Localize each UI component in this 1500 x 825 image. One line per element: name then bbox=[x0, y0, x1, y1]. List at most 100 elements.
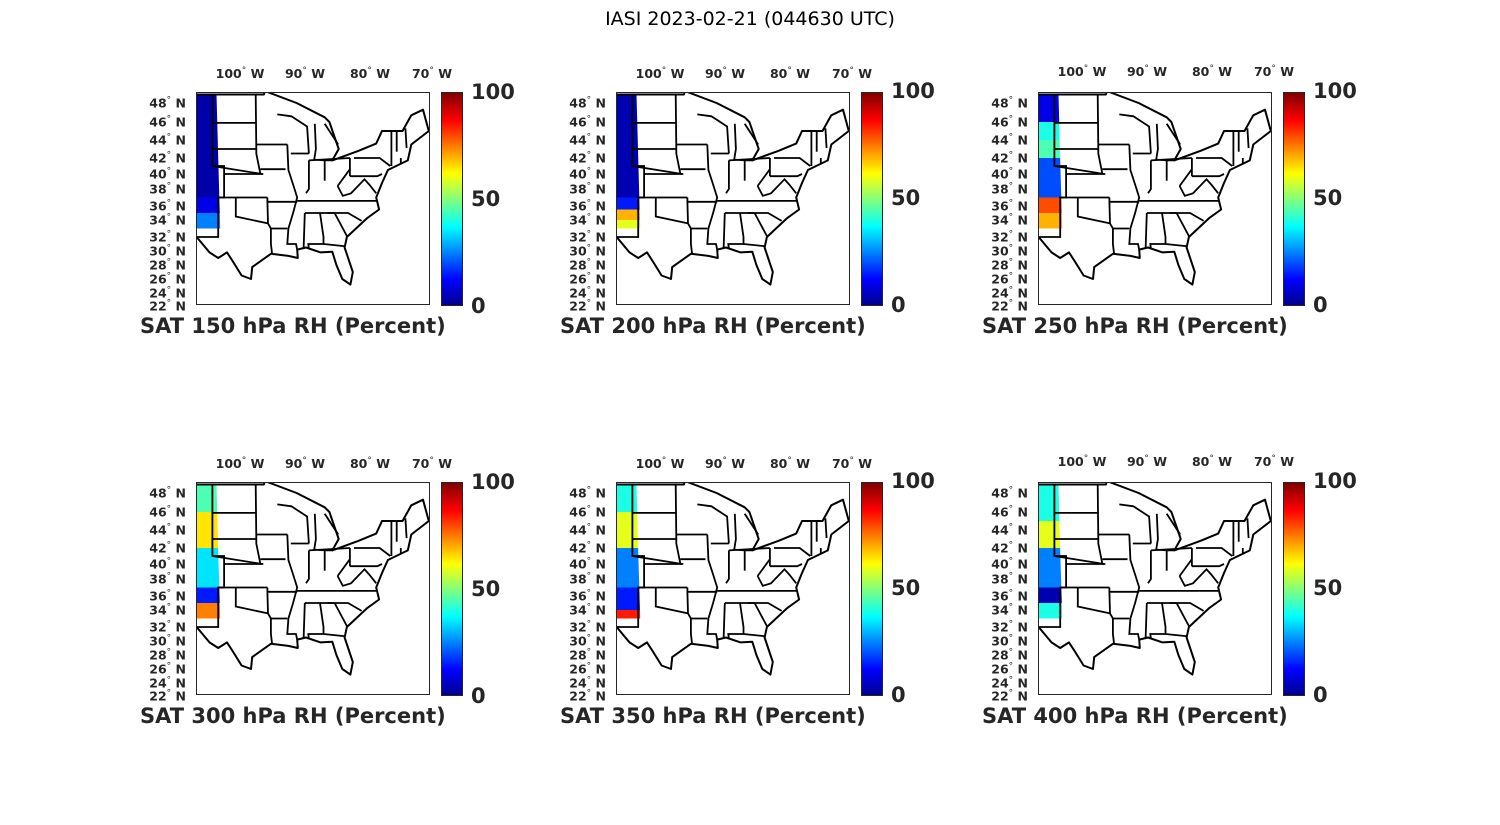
lat-value: 24 bbox=[991, 285, 1009, 301]
lat-hemisphere: N bbox=[1017, 132, 1028, 148]
lat-tick-label: 22° N bbox=[149, 298, 186, 314]
panel-title: SAT 200 hPa RH (Percent) bbox=[560, 314, 866, 338]
lon-hemisphere: W bbox=[311, 456, 326, 472]
lat-hemisphere: N bbox=[595, 485, 606, 501]
lat-tick-label: 36° N bbox=[149, 198, 186, 214]
state-border bbox=[769, 173, 803, 178]
state-border bbox=[1165, 633, 1187, 637]
colorbar bbox=[861, 482, 883, 696]
lon-value: 70 bbox=[831, 66, 850, 82]
lat-value: 46 bbox=[149, 114, 167, 130]
lat-hemisphere: N bbox=[175, 540, 186, 556]
lon-tick-label: 100° W bbox=[215, 66, 265, 82]
lat-hemisphere: N bbox=[595, 285, 606, 301]
lat-value: 24 bbox=[149, 675, 167, 691]
state-border bbox=[323, 513, 339, 535]
swath-segment bbox=[196, 548, 220, 588]
lat-value: 40 bbox=[569, 556, 587, 572]
lat-value: 22 bbox=[569, 688, 587, 704]
lat-hemisphere: N bbox=[175, 181, 186, 197]
lat-hemisphere: N bbox=[595, 150, 606, 166]
state-border bbox=[727, 212, 745, 250]
colorbar-tick-label: 0 bbox=[1313, 293, 1328, 317]
lat-value: 28 bbox=[991, 647, 1009, 663]
lat-tick-label: 28° N bbox=[991, 647, 1028, 663]
lat-value: 28 bbox=[569, 647, 587, 663]
lat-tick-label: 40° N bbox=[149, 556, 186, 572]
axes-frame bbox=[1038, 92, 1272, 305]
lat-hemisphere: N bbox=[175, 688, 186, 704]
lat-value: 38 bbox=[149, 181, 167, 197]
lat-value: 24 bbox=[991, 675, 1009, 691]
lat-tick-label: 32° N bbox=[569, 229, 606, 245]
swath-segment bbox=[616, 197, 640, 210]
state-border bbox=[769, 563, 803, 568]
state-border bbox=[354, 547, 391, 557]
swath-segment bbox=[196, 603, 221, 619]
lon-value: 90 bbox=[704, 456, 723, 472]
swath-segment bbox=[1038, 548, 1062, 588]
lon-hemisphere: W bbox=[670, 66, 685, 82]
lat-hemisphere: N bbox=[595, 166, 606, 182]
lat-hemisphere: N bbox=[595, 95, 606, 111]
lon-hemisphere: W bbox=[250, 456, 265, 472]
swath-segment bbox=[616, 587, 640, 610]
lat-tick-label: 42° N bbox=[569, 540, 606, 556]
lat-value: 48 bbox=[569, 95, 587, 111]
state-border bbox=[336, 168, 351, 187]
swath-segment bbox=[1038, 484, 1060, 521]
lon-value: 70 bbox=[1253, 454, 1272, 470]
lat-hemisphere: N bbox=[1017, 675, 1028, 691]
lat-tick-label: 30° N bbox=[569, 243, 606, 259]
lat-tick-label: 34° N bbox=[569, 602, 606, 618]
lat-hemisphere: N bbox=[175, 132, 186, 148]
panel-title: SAT 250 hPa RH (Percent) bbox=[982, 314, 1288, 338]
lat-hemisphere: N bbox=[595, 229, 606, 245]
lat-value: 26 bbox=[991, 661, 1009, 677]
lat-value: 42 bbox=[149, 540, 167, 556]
lat-tick-label: 44° N bbox=[149, 522, 186, 538]
lat-value: 48 bbox=[149, 95, 167, 111]
lat-value: 24 bbox=[569, 285, 587, 301]
lat-tick-label: 36° N bbox=[149, 588, 186, 604]
swath-segment bbox=[616, 209, 640, 220]
lat-hemisphere: N bbox=[175, 571, 186, 587]
lat-tick-label: 28° N bbox=[569, 257, 606, 273]
state-border bbox=[733, 513, 753, 552]
state-border bbox=[674, 484, 682, 565]
state-border bbox=[725, 160, 730, 194]
state-border bbox=[824, 128, 828, 149]
lat-tick-label: 24° N bbox=[991, 675, 1028, 691]
lon-hemisphere: W bbox=[1218, 64, 1233, 80]
colorbar-tick-label: 100 bbox=[1313, 79, 1357, 103]
state-border bbox=[1246, 518, 1250, 539]
colorbar bbox=[441, 482, 463, 696]
state-border bbox=[824, 518, 828, 539]
colorbar-tick-label: 0 bbox=[1313, 683, 1328, 707]
state-border bbox=[333, 602, 348, 627]
swath-segment bbox=[1038, 587, 1062, 603]
lat-hemisphere: N bbox=[175, 243, 186, 259]
lat-value: 40 bbox=[569, 166, 587, 182]
state-border bbox=[1054, 555, 1105, 565]
state-border bbox=[654, 197, 689, 225]
lat-value: 34 bbox=[569, 212, 587, 228]
state-border bbox=[1178, 177, 1219, 197]
state-border bbox=[1144, 602, 1148, 639]
lat-tick-label: 48° N bbox=[569, 485, 606, 501]
lat-value: 26 bbox=[569, 271, 587, 287]
lat-hemisphere: N bbox=[1017, 556, 1028, 572]
colorbar-tick-label: 100 bbox=[471, 470, 515, 494]
state-border bbox=[1108, 197, 1115, 254]
map-panel-5: 100° W 90° W 80° W 70° W 48° N 46° N 44° N 42° … bbox=[560, 456, 980, 756]
lat-tick-label: 34° N bbox=[569, 212, 606, 228]
lat-value: 38 bbox=[569, 571, 587, 587]
lat-value: 44 bbox=[149, 132, 167, 148]
state-border bbox=[1128, 534, 1141, 640]
lon-value: 90 bbox=[284, 66, 303, 82]
state-border bbox=[323, 243, 345, 247]
colorbar-tick-label: 50 bbox=[471, 577, 501, 601]
lat-tick-label: 38° N bbox=[991, 571, 1028, 587]
lat-hemisphere: N bbox=[1017, 633, 1028, 649]
state-border bbox=[632, 555, 683, 565]
